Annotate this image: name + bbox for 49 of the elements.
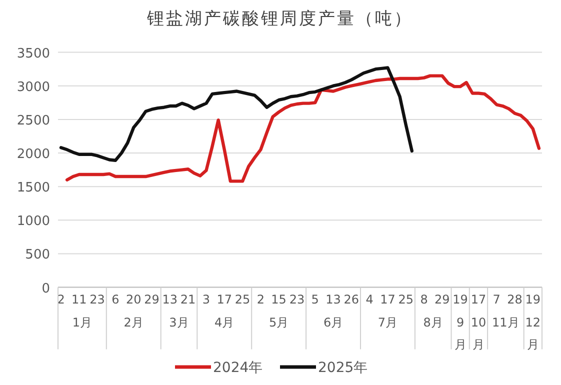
x-tick-label: 3: [202, 292, 210, 306]
x-tick-label: 13: [162, 292, 178, 306]
annotation: 1月: [72, 315, 92, 330]
annotation: 2月: [124, 315, 144, 330]
annotation: 4月: [214, 315, 234, 330]
x-tick-label: 29: [434, 292, 450, 306]
y-tick-label: 500: [25, 248, 50, 263]
annotation: 8月: [423, 315, 443, 330]
x-tick-label: 17: [470, 292, 486, 306]
x-tick-label: 7: [492, 292, 500, 306]
y-tick-label: 0: [42, 281, 50, 296]
x-tick-label: 26: [344, 292, 360, 306]
x-tick-label: 5: [311, 292, 319, 306]
y-tick-label: 3500: [16, 46, 50, 62]
x-tick-label: 23: [289, 292, 305, 306]
y-tick-label: 3000: [16, 80, 50, 95]
legend-label: 2024年: [213, 360, 263, 376]
x-tick-label: 23: [90, 292, 105, 306]
x-tick-label: 21: [180, 292, 196, 306]
y-tick-label: 2000: [16, 147, 50, 162]
x-tick-label: 17: [216, 292, 232, 306]
annotation: 3月: [169, 315, 189, 330]
annotation: 7月: [378, 315, 398, 330]
annotation: 11月: [492, 315, 520, 330]
x-tick-label: 15: [271, 292, 286, 306]
x-tick-label: 29: [144, 292, 160, 306]
x-tick-label: 19: [525, 292, 541, 306]
annotation: 5月: [269, 315, 289, 330]
x-tick-label: 8: [420, 292, 428, 306]
x-tick-label: 11: [72, 292, 87, 306]
x-tick-label: 28: [507, 292, 522, 306]
x-tick-label: 20: [126, 292, 142, 306]
legend-label: 2025年: [318, 360, 368, 376]
x-tick-label: 13: [326, 292, 341, 306]
x-tick-label: 17: [380, 292, 396, 306]
x-tick-label: 4: [366, 292, 374, 306]
title: 锂盐湖产碳酸锂周度产量（吨）: [147, 9, 413, 29]
y-tick-label: 1000: [16, 214, 50, 230]
x-tick-label: 2: [256, 292, 264, 306]
y-tick-label: 1500: [16, 180, 50, 196]
x-tick-label: 6: [112, 292, 120, 306]
annotation: 12月: [525, 315, 541, 352]
annotation: 9月: [454, 315, 466, 352]
y-tick-label: 2500: [16, 113, 50, 128]
annotation: 6月: [323, 315, 344, 330]
x-tick-label: 25: [398, 292, 414, 306]
annotation: 10月: [470, 315, 486, 352]
x-tick-label: 19: [452, 292, 468, 306]
x-tick-label: 25: [234, 292, 250, 306]
